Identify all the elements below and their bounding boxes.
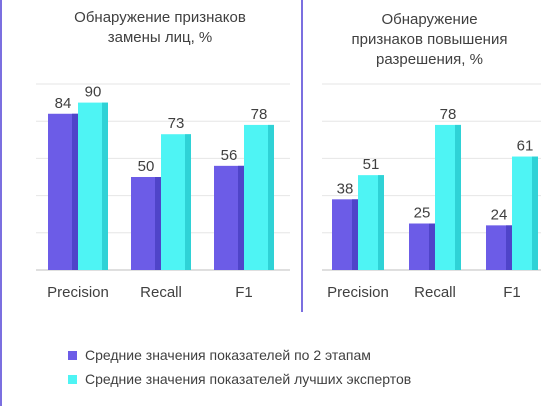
bar-shade (506, 225, 512, 270)
left-border (0, 0, 2, 406)
tick-label-f1: F1 (503, 284, 521, 301)
title-line: замены лиц, % (107, 29, 213, 46)
tick-label-recall: Recall (414, 284, 456, 301)
legend: Средние значения показателей по 2 этапам… (68, 343, 411, 391)
legend-swatch-icon (68, 350, 77, 360)
bar-shade (352, 199, 358, 270)
panel-divider (301, 0, 303, 312)
bar-shade (102, 102, 108, 270)
chart-title-face-swap: Обнаружение признаков замены лиц, % (40, 8, 280, 48)
bar-shade (155, 177, 161, 270)
data-label: 50 (138, 158, 155, 175)
data-label: 24 (491, 206, 508, 223)
chart-title-upscaling: Обнаружение признаков повышения разрешен… (318, 10, 541, 70)
bar-shade (429, 223, 435, 270)
legend-item-stage-average: Средние значения показателей по 2 этапам (68, 343, 411, 367)
data-label: 73 (168, 115, 185, 132)
data-label: 90 (85, 84, 102, 101)
bar-shade (455, 124, 461, 270)
bar-shade (185, 134, 191, 270)
bar-shade (72, 113, 78, 270)
bar-shade (238, 165, 244, 270)
tick-label-precision: Precision (327, 284, 389, 301)
data-label: 78 (440, 106, 457, 123)
data-label: 78 (251, 106, 268, 123)
legend-label: Средние значения показателей лучших эксп… (85, 371, 412, 387)
data-label: 61 (517, 138, 534, 155)
data-label: 84 (55, 95, 72, 112)
bar-shade (378, 175, 384, 270)
bar-shade (532, 156, 538, 270)
tick-label-f1: F1 (235, 284, 253, 301)
data-label: 38 (337, 180, 354, 197)
data-label: 25 (414, 205, 431, 222)
legend-label: Средние значения показателей по 2 этапам (85, 347, 371, 363)
legend-swatch-icon (68, 374, 77, 384)
tick-label-recall: Recall (140, 284, 182, 301)
data-label: 51 (363, 156, 380, 173)
title-line: Обнаружение признаков (74, 9, 246, 26)
title-line: Обнаружение (381, 11, 478, 28)
title-line: признаков повышения (351, 31, 508, 48)
bar-shade (268, 124, 274, 270)
legend-item-best-experts: Средние значения показателей лучших эксп… (68, 367, 411, 391)
tick-label-precision: Precision (47, 284, 109, 301)
title-line: разрешения, % (376, 51, 483, 68)
data-label: 56 (221, 147, 238, 164)
